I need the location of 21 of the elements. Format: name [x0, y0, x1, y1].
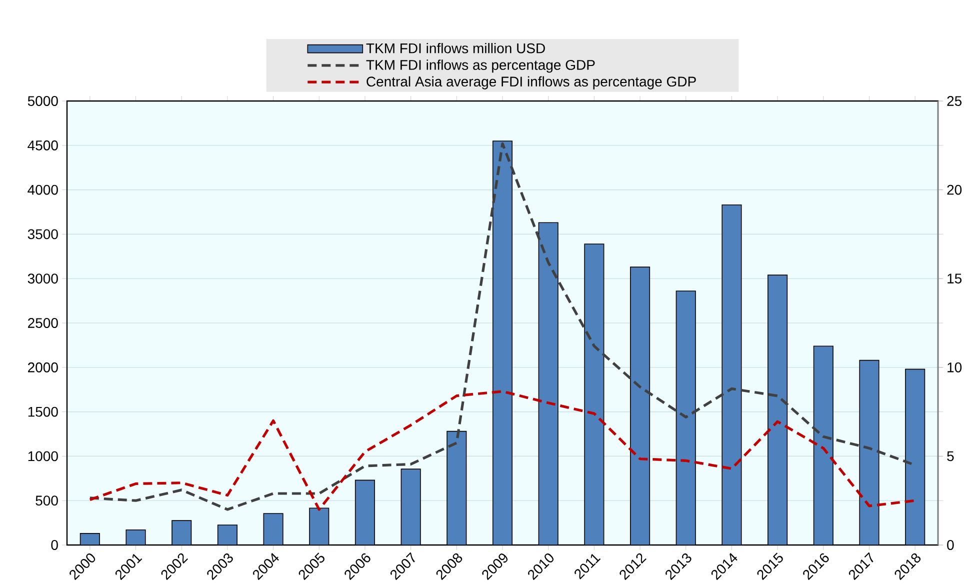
- legend-label: TKM FDI inflows million USD: [366, 42, 545, 54]
- y2-tick-label: 0: [947, 540, 954, 550]
- y-tick-label: 1000: [28, 451, 58, 462]
- y-tick-label: 2000: [28, 362, 58, 372]
- legend-label: Central Asia average FDI inflows as percentage GDP: [366, 76, 696, 90]
- y-tick-label: 500: [36, 496, 58, 506]
- y-tick-label: 1500: [28, 406, 58, 417]
- y-tick-label: 4000: [28, 184, 58, 195]
- y-tick-label: 3000: [28, 274, 58, 284]
- y2-tick-label: 5: [947, 451, 954, 462]
- y-tick-label: 2500: [28, 318, 58, 328]
- y2-tick-label: 25: [947, 96, 962, 106]
- y-tick-label: 5000: [28, 96, 58, 106]
- y-tick-label: 0: [51, 540, 58, 550]
- y2-tick-label: 15: [948, 274, 962, 284]
- y-tick-label: 4500: [28, 140, 58, 150]
- legend-label: TKM FDI inflows as percentage GDP: [366, 60, 595, 73]
- y-tick-label: 3500: [28, 229, 58, 240]
- y2-tick-label: 20: [947, 184, 962, 195]
- y2-tick-label: 10: [948, 362, 962, 372]
- line-series: [88, 390, 916, 511]
